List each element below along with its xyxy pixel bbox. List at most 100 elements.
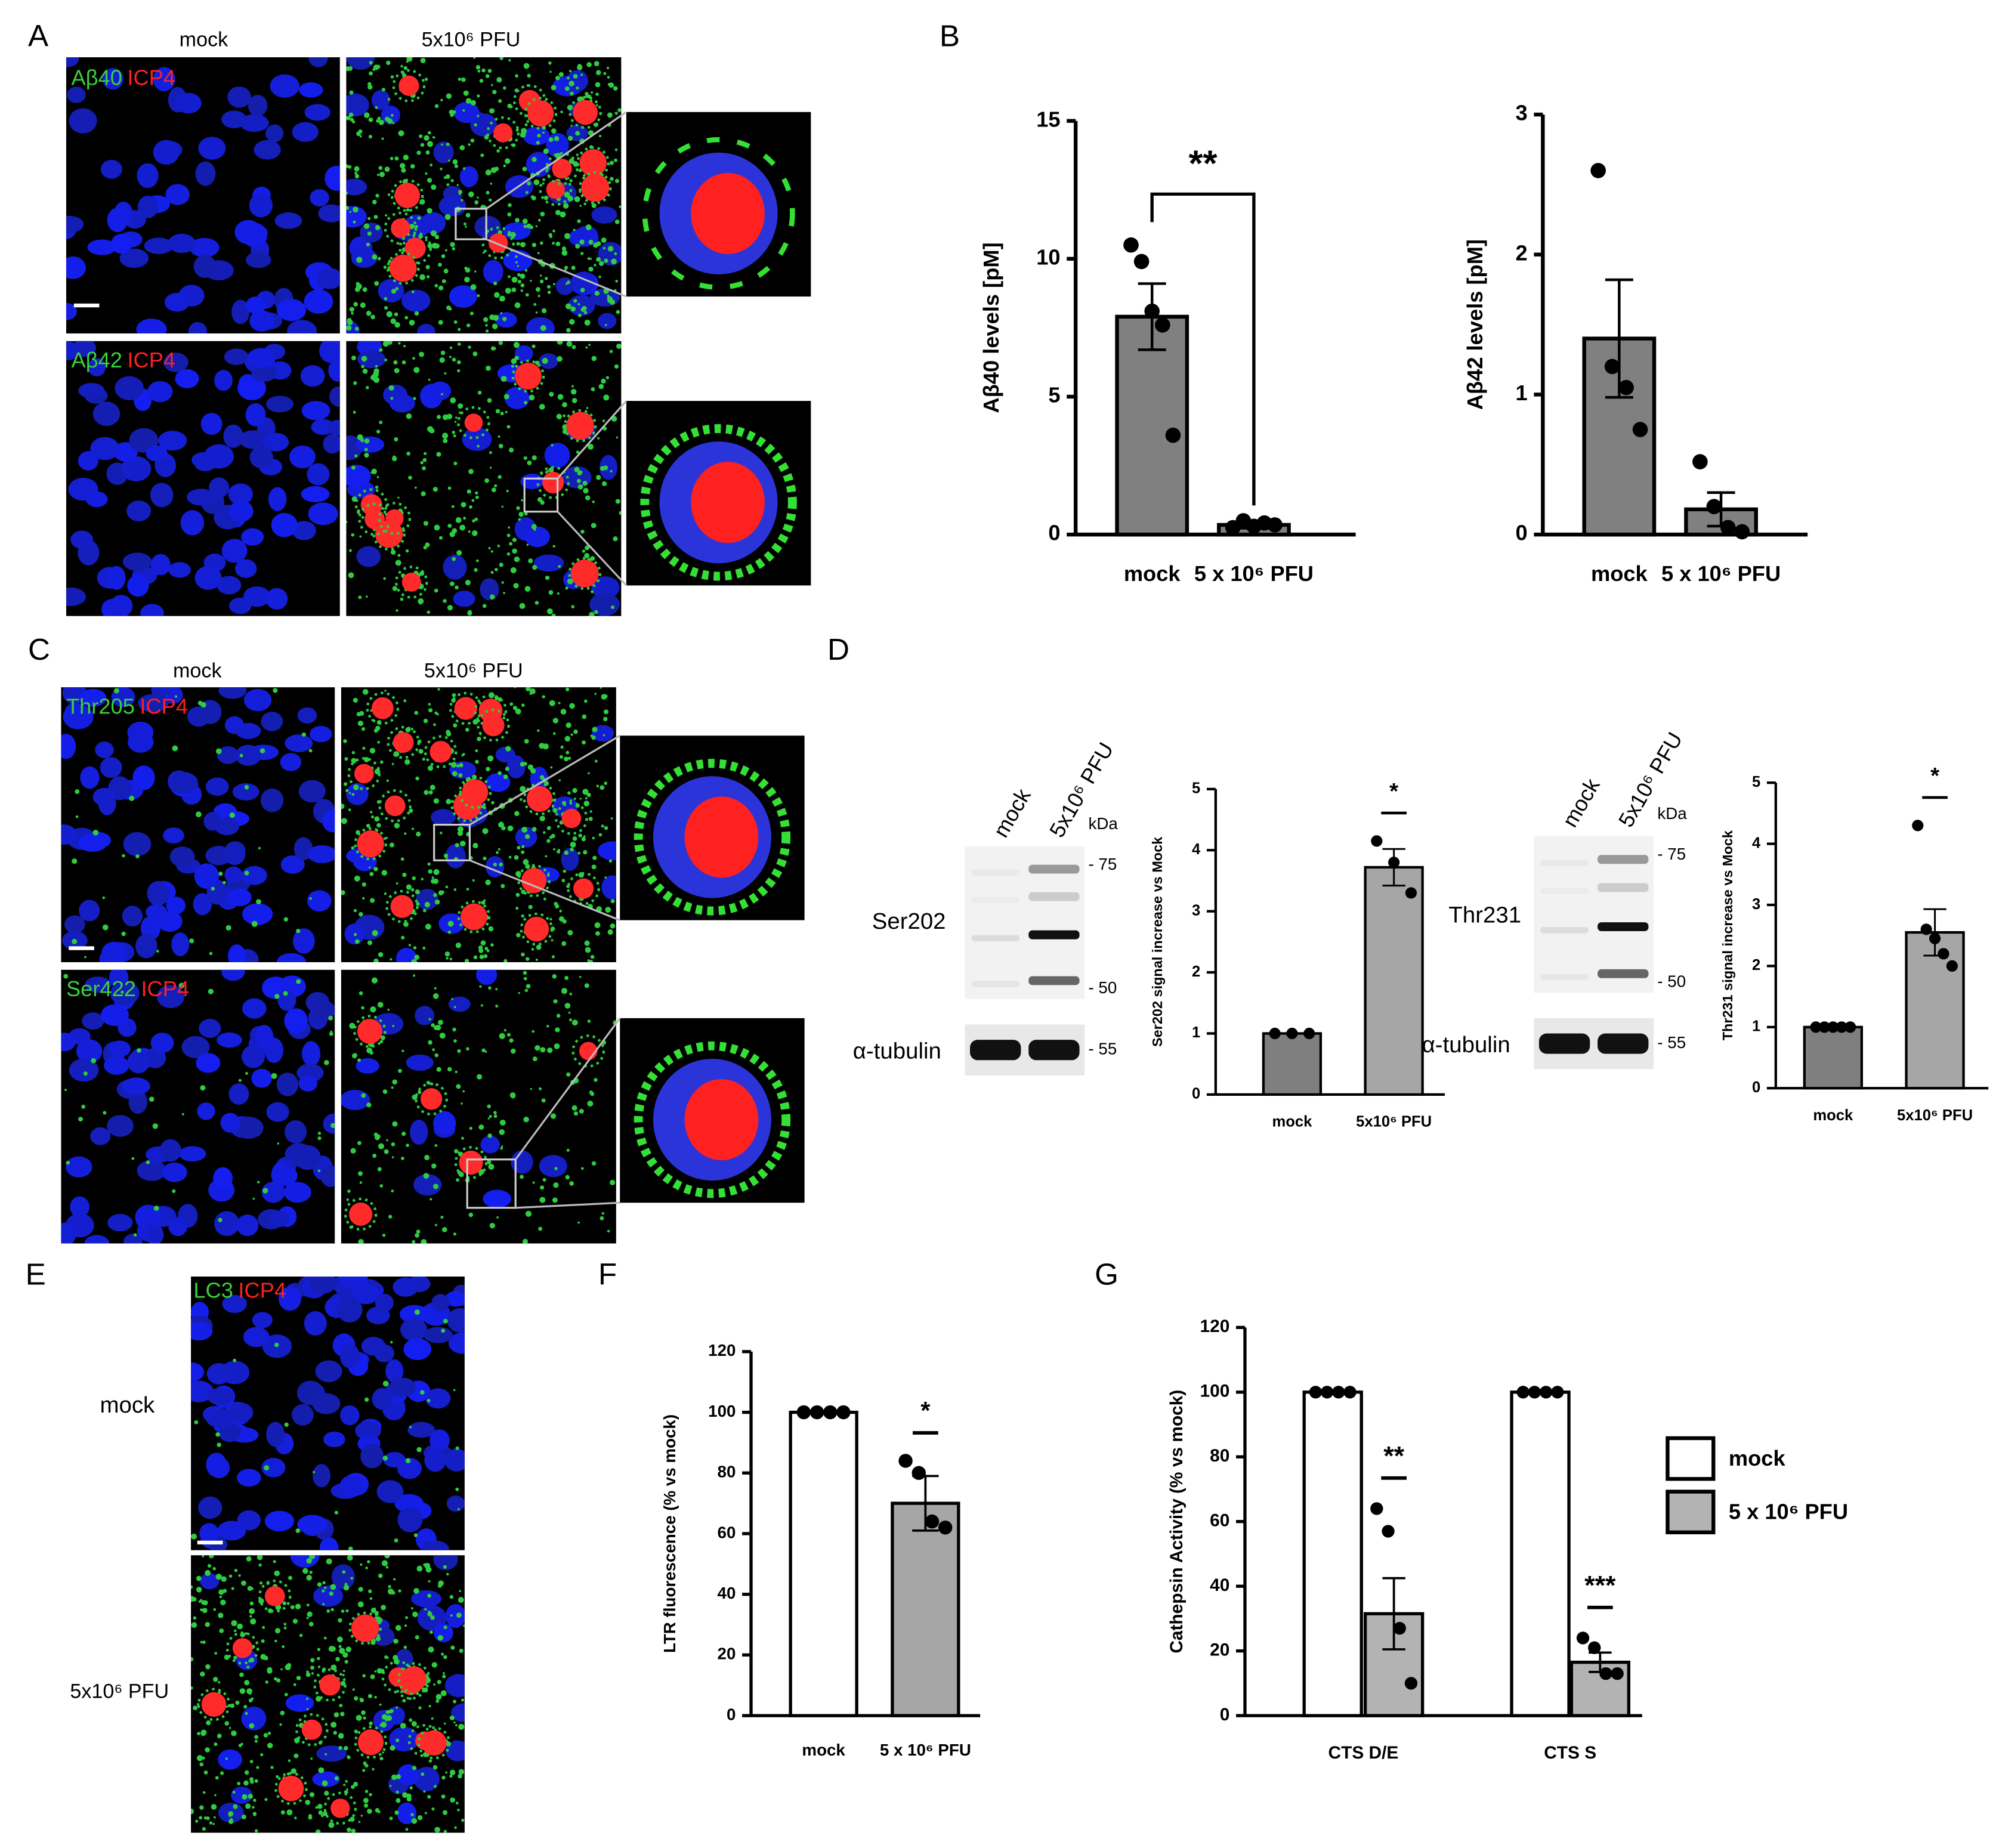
- panel-label: E: [26, 1257, 46, 1291]
- green-dot: [425, 150, 430, 155]
- green-dot: [515, 255, 518, 258]
- green-dot: [551, 833, 555, 839]
- y-tick-label: 2: [1752, 957, 1760, 974]
- nucleus: [104, 1056, 129, 1075]
- green-dot: [604, 781, 608, 785]
- green-dot: [427, 862, 431, 866]
- green-dot: [450, 1797, 455, 1803]
- green-dot: [475, 495, 479, 499]
- green-dot: [418, 598, 424, 604]
- green-dot: [499, 57, 503, 60]
- green-dot: [447, 605, 453, 611]
- green-dot: [357, 1058, 361, 1062]
- nucleus: [251, 364, 277, 382]
- green-dot: [418, 1706, 422, 1710]
- green-dot: [379, 421, 383, 425]
- green-dot: [342, 1652, 348, 1658]
- green-dot: [305, 1800, 311, 1805]
- green-dot: [542, 182, 545, 185]
- green-dot: [351, 1785, 355, 1789]
- nucleus: [234, 220, 262, 245]
- green-dot: [501, 505, 504, 508]
- green-dot: [421, 1772, 425, 1776]
- nucleus: [591, 206, 617, 224]
- green-dot: [423, 1790, 426, 1793]
- green-dot: [342, 1570, 346, 1574]
- green-dot: [557, 849, 561, 854]
- protein-label: Thr231: [1448, 902, 1521, 928]
- green-dot: [189, 938, 194, 944]
- data-point: [1343, 1386, 1357, 1399]
- y-tick-label: 1: [1752, 1018, 1760, 1035]
- green-dot: [492, 323, 498, 329]
- nucleus: [150, 554, 171, 576]
- green-dot: [505, 767, 509, 771]
- green-dot: [354, 171, 357, 175]
- green-dot: [409, 808, 413, 813]
- green-dot: [412, 357, 415, 360]
- nucleus: [598, 313, 617, 329]
- green-dot: [587, 959, 591, 962]
- green-dot: [438, 1580, 444, 1587]
- green-dot: [468, 610, 472, 614]
- green-dot: [574, 466, 580, 472]
- green-dot: [482, 604, 487, 608]
- green-dot: [589, 960, 594, 963]
- cell-ring: [417, 1726, 451, 1760]
- green-dot: [402, 1699, 406, 1703]
- green-dot: [411, 959, 418, 963]
- green-dot: [434, 588, 438, 593]
- green-dot: [468, 468, 474, 474]
- green-dot: [483, 857, 487, 861]
- green-dot: [417, 216, 421, 220]
- green-dot: [428, 378, 431, 381]
- green-dot: [584, 319, 591, 326]
- green-dot: [431, 1023, 435, 1027]
- nucleus: [150, 1033, 174, 1053]
- green-dot: [194, 1420, 199, 1424]
- green-dot: [614, 158, 618, 162]
- green-dot: [403, 922, 409, 927]
- red-cell: [390, 895, 414, 918]
- green-dot: [589, 611, 595, 616]
- green-dot: [362, 368, 368, 374]
- green-dot: [508, 58, 511, 62]
- green-dot: [369, 1721, 373, 1726]
- green-dot: [482, 251, 485, 254]
- green-dot: [458, 1769, 465, 1775]
- green-dot: [433, 136, 435, 139]
- y-axis-label: LTR fluorescence (% vs mock): [660, 1414, 679, 1653]
- nucleus: [264, 1510, 295, 1532]
- cell-ring: [348, 1611, 382, 1645]
- green-dot: [385, 1719, 388, 1722]
- green-dot: [523, 224, 527, 228]
- green-dot: [306, 1617, 309, 1620]
- green-dot: [609, 160, 614, 165]
- nucleus: [361, 1336, 386, 1356]
- nucleus: [122, 1077, 150, 1095]
- green-dot: [181, 1112, 184, 1115]
- green-dot: [563, 414, 566, 418]
- green-dot: [469, 505, 473, 509]
- green-dot: [532, 344, 536, 348]
- data-point: [1155, 317, 1170, 333]
- green-dot: [428, 1580, 431, 1583]
- green-dot: [309, 897, 312, 900]
- green-dot: [260, 1753, 264, 1757]
- green-dot: [461, 1102, 463, 1105]
- green-dot: [507, 825, 514, 832]
- y-tick-label: 5: [1048, 383, 1060, 407]
- green-dot: [566, 280, 571, 285]
- green-dot: [310, 1757, 313, 1760]
- green-dot: [196, 1587, 202, 1593]
- nucleus: [69, 108, 97, 134]
- green-dot: [237, 1782, 241, 1785]
- green-dot: [459, 145, 465, 150]
- green-dot: [398, 342, 401, 345]
- green-dot: [217, 1734, 221, 1739]
- y-tick-label: 0: [1752, 1079, 1760, 1096]
- green-dot: [421, 877, 424, 880]
- green-dot: [570, 91, 574, 96]
- green-dot: [391, 1774, 397, 1781]
- nucleus: [194, 863, 220, 889]
